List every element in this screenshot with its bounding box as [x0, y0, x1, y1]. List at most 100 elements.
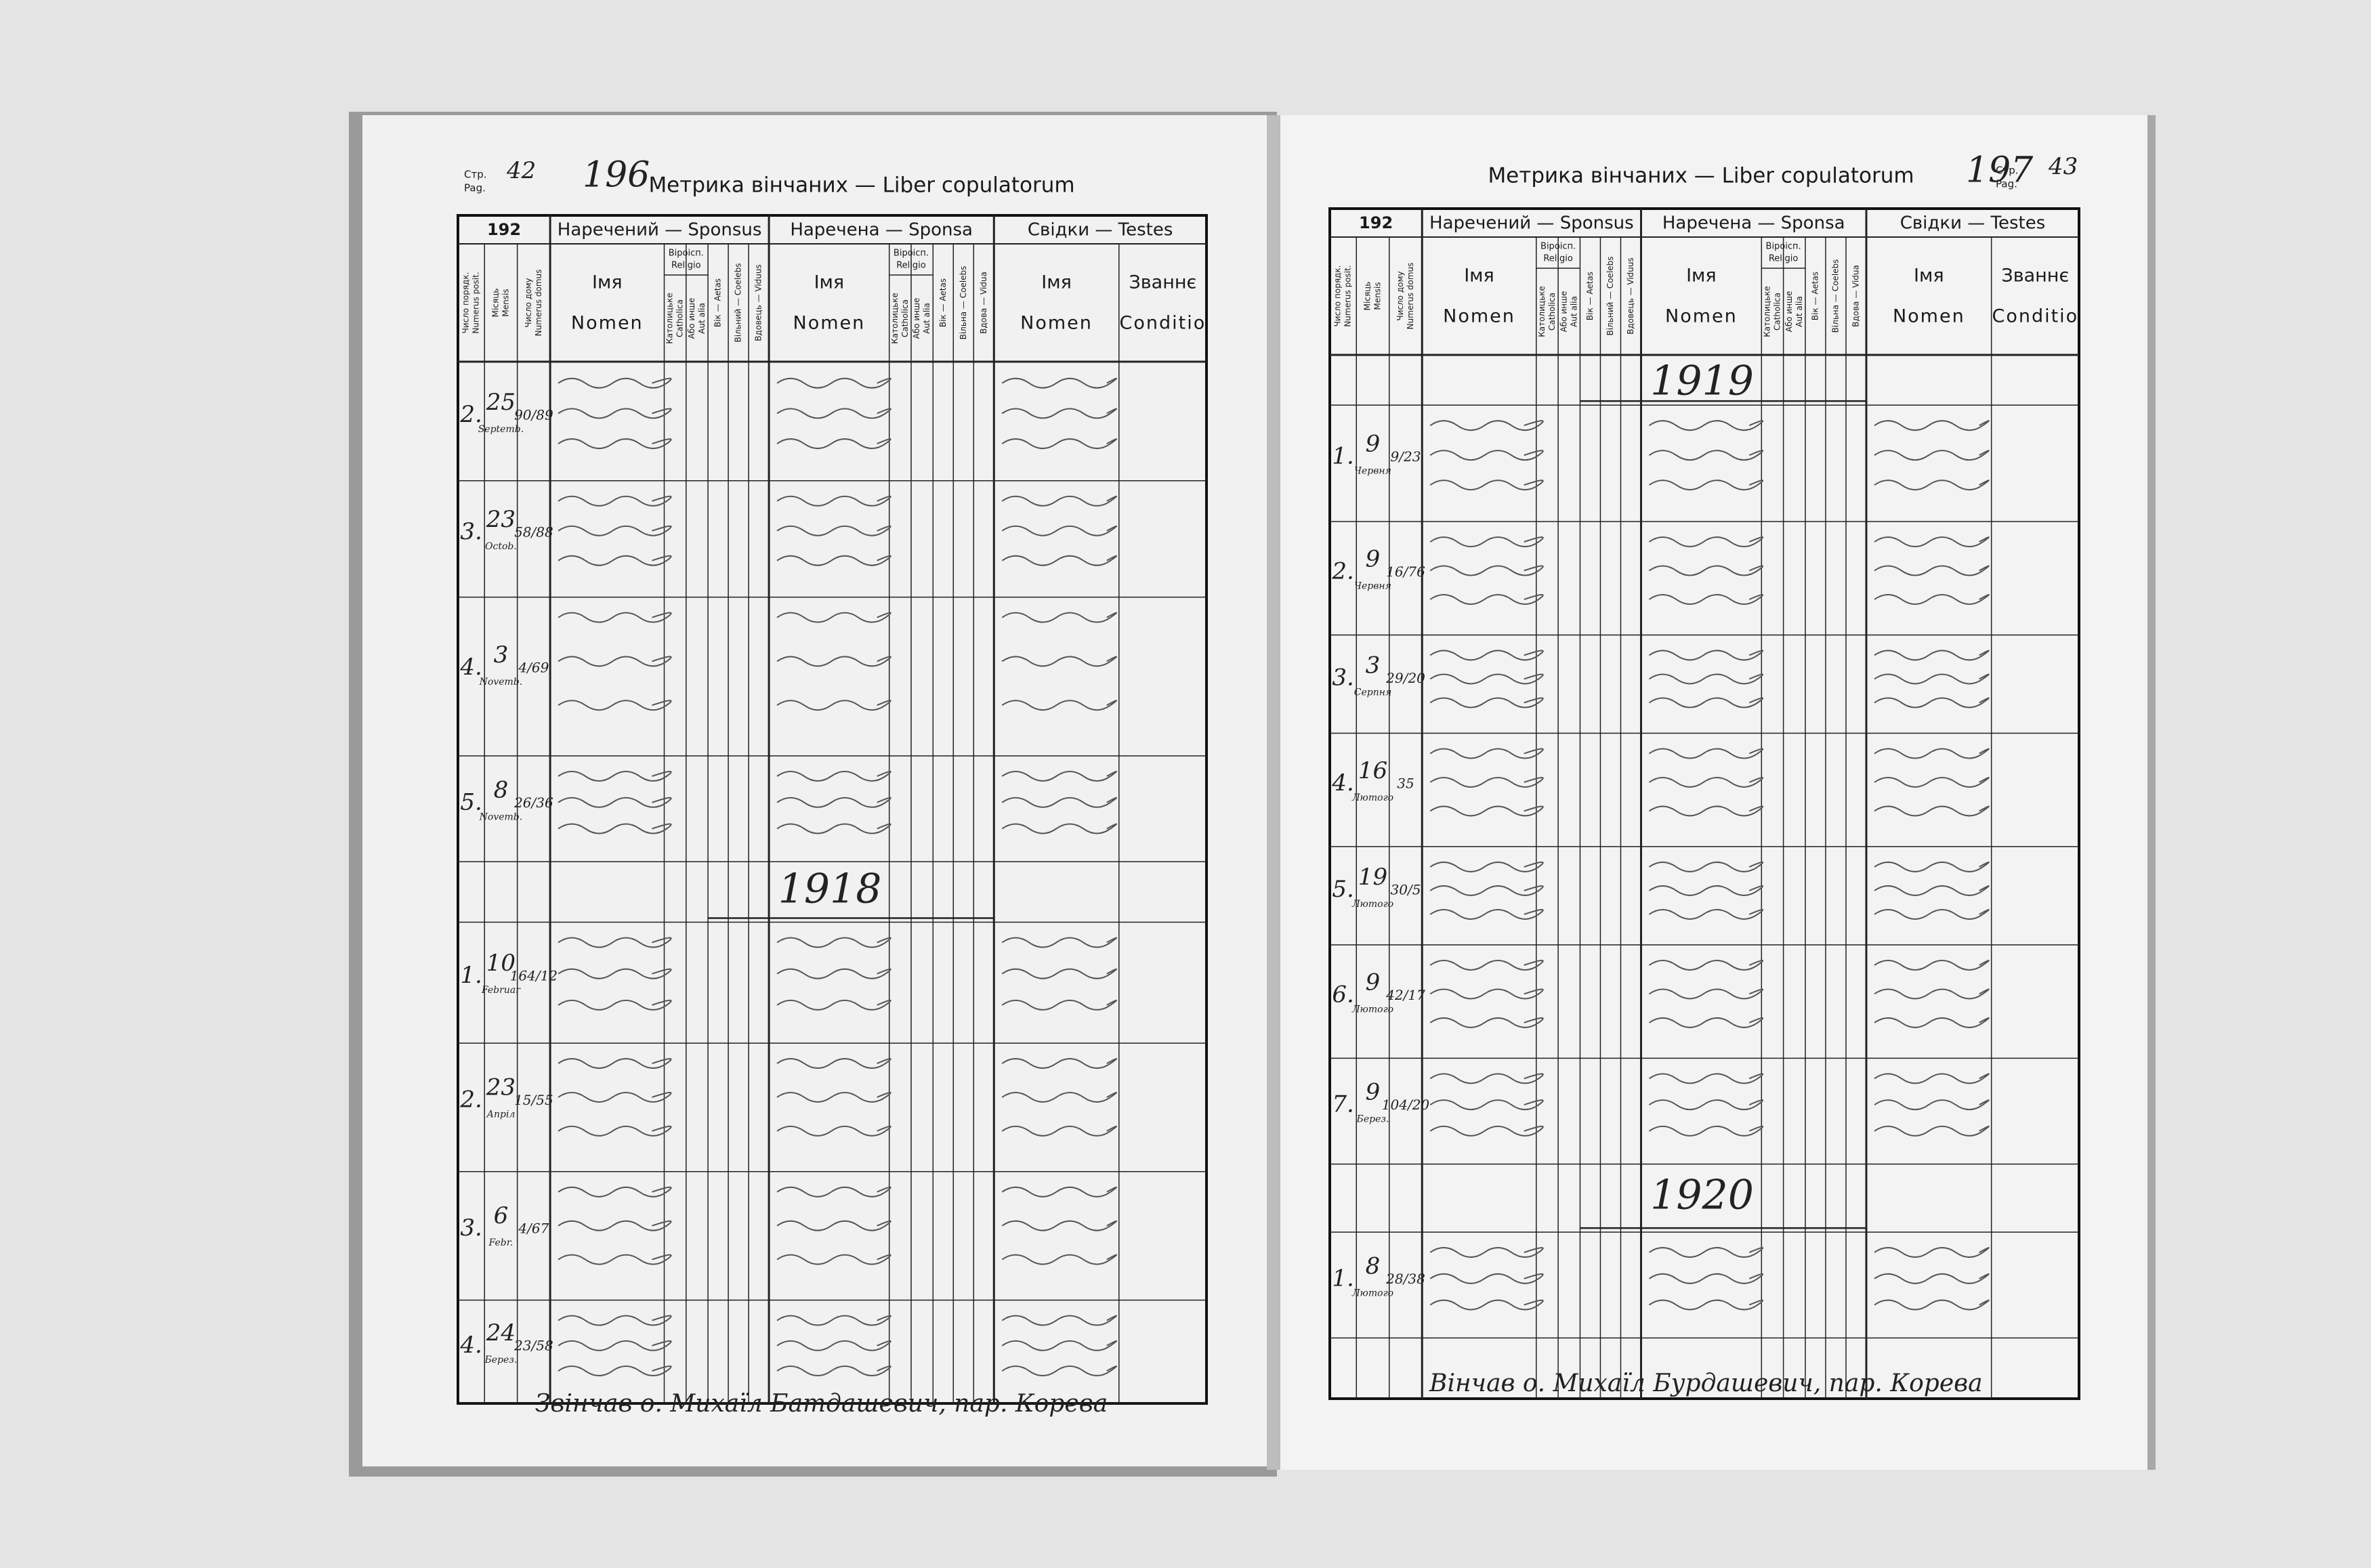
column-header: Імя	[1914, 266, 1944, 287]
vertical-header: Mensis	[501, 289, 510, 316]
column-header: Nomen	[1893, 306, 1965, 327]
handwriting	[558, 612, 672, 623]
handwriting	[558, 377, 672, 389]
religio-header: Віроісп.	[669, 249, 704, 259]
religio-header: Religio	[896, 261, 926, 271]
entry-month: Лютого	[1351, 1288, 1393, 1298]
entry-house: 35	[1397, 775, 1414, 791]
handwriting	[558, 823, 672, 834]
handwriting	[1648, 536, 1764, 548]
handwriting	[1001, 1340, 1117, 1351]
vertical-header: Catholica	[1547, 293, 1557, 331]
entry-number: 3.	[460, 1214, 482, 1242]
entry-house: 16/76	[1386, 564, 1425, 580]
entry-number: 7.	[1332, 1091, 1354, 1118]
group-header: Наречений — Sponsus	[1429, 213, 1634, 234]
handwriting	[776, 377, 891, 389]
handwriting	[1001, 700, 1117, 711]
handwriting	[1001, 823, 1117, 834]
entry-month: Лютого	[1351, 1004, 1393, 1015]
handwriting	[1874, 1017, 1990, 1028]
handwriting	[1648, 1125, 1764, 1137]
column-header: Nomen	[1020, 313, 1093, 334]
column-header: Імя	[592, 272, 623, 293]
handwriting	[558, 1186, 672, 1198]
handwriting	[776, 1186, 891, 1198]
entry-number: 1.	[1332, 443, 1354, 470]
vertical-header: Mensis	[1372, 282, 1382, 310]
entry-day: 23	[486, 1074, 516, 1101]
column-header: Званнє	[1129, 272, 1196, 293]
handwriting	[1874, 861, 1990, 872]
handwriting	[1874, 650, 1990, 661]
entry-house: 30/5	[1391, 882, 1421, 898]
handwriting	[1001, 1125, 1117, 1137]
handwriting	[558, 525, 672, 536]
entry-day: 9	[1366, 431, 1381, 458]
column-header: Імя	[814, 272, 845, 293]
handwriting	[558, 438, 672, 450]
vertical-header: Католицьке	[1762, 286, 1771, 337]
handwriting	[558, 555, 672, 566]
signature: Звінчав о. Михаїл Батдашевич, пар. Корев…	[535, 1390, 1108, 1418]
handwriting	[1648, 1299, 1764, 1311]
handwriting	[1648, 1247, 1764, 1258]
handwriting	[1429, 908, 1544, 920]
handwriting	[1001, 968, 1117, 979]
handwriting	[1648, 748, 1764, 759]
entry-month: Червня	[1354, 466, 1391, 477]
page-label: Стр.	[1996, 165, 2019, 177]
vertical-header: Число дому	[1396, 271, 1405, 320]
religio-header: Religio	[1543, 254, 1573, 264]
handwriting	[1429, 988, 1544, 1000]
vertical-header: Вдова — Vidua	[979, 272, 988, 334]
entry-month: Septemb.	[478, 424, 524, 435]
handwriting	[558, 1091, 672, 1103]
page-label: Pag.	[1996, 178, 2017, 190]
handwriting	[558, 495, 672, 507]
group-header: Наречена — Sponsa	[1662, 213, 1845, 234]
handwriting	[1001, 408, 1117, 419]
vertical-header: Вільний — Coelebs	[734, 263, 743, 342]
vertical-header: Numerus domus	[534, 270, 543, 337]
handwriting	[1874, 536, 1990, 548]
handwriting	[1429, 565, 1544, 576]
handwriting	[1429, 1099, 1544, 1111]
entry-number: 2.	[459, 401, 482, 428]
handwriting	[1874, 1073, 1990, 1084]
folio-number: 196	[583, 155, 650, 196]
vertical-header: Або инше	[1559, 291, 1568, 333]
entry-month: Octob.	[485, 541, 517, 552]
vertical-header: Вік — Aetas	[1585, 272, 1595, 320]
entry-day: 9	[1366, 545, 1381, 572]
vertical-header: Вільна — Coelebs	[959, 266, 968, 340]
handwriting	[558, 1058, 672, 1069]
column-header: Nomen	[1665, 306, 1738, 327]
handwriting	[1001, 797, 1117, 808]
handwriting	[776, 1365, 891, 1377]
handwriting	[558, 968, 672, 979]
handwriting	[1429, 420, 1544, 431]
folio-number: 197	[1966, 150, 2034, 191]
handwriting	[1648, 450, 1764, 461]
vertical-header: Вік — Aetas	[1810, 272, 1820, 320]
handwriting	[776, 797, 891, 808]
entry-month: Novemb.	[479, 811, 523, 822]
handwriting	[1874, 805, 1990, 817]
religio-header: Віроісп.	[1540, 242, 1576, 252]
vertical-header: Католицьке	[1537, 286, 1547, 337]
handwriting	[1001, 1220, 1117, 1231]
column-header: Імя	[1464, 266, 1494, 287]
handwriting	[776, 1220, 891, 1231]
handwriting	[1429, 673, 1544, 685]
entry-day: 3	[494, 641, 509, 669]
handwriting	[1874, 885, 1990, 896]
handwriting	[1429, 748, 1544, 759]
right-sheet	[1274, 115, 2154, 1470]
entry-day: 25	[486, 389, 516, 416]
page-title: Метрика вінчаних — Liber copulatorum	[1488, 164, 1914, 188]
vertical-header: Місяць	[1362, 282, 1372, 311]
handwriting	[1874, 1273, 1990, 1284]
vertical-header: Aut alia	[1569, 296, 1578, 327]
handwriting	[1429, 480, 1544, 491]
